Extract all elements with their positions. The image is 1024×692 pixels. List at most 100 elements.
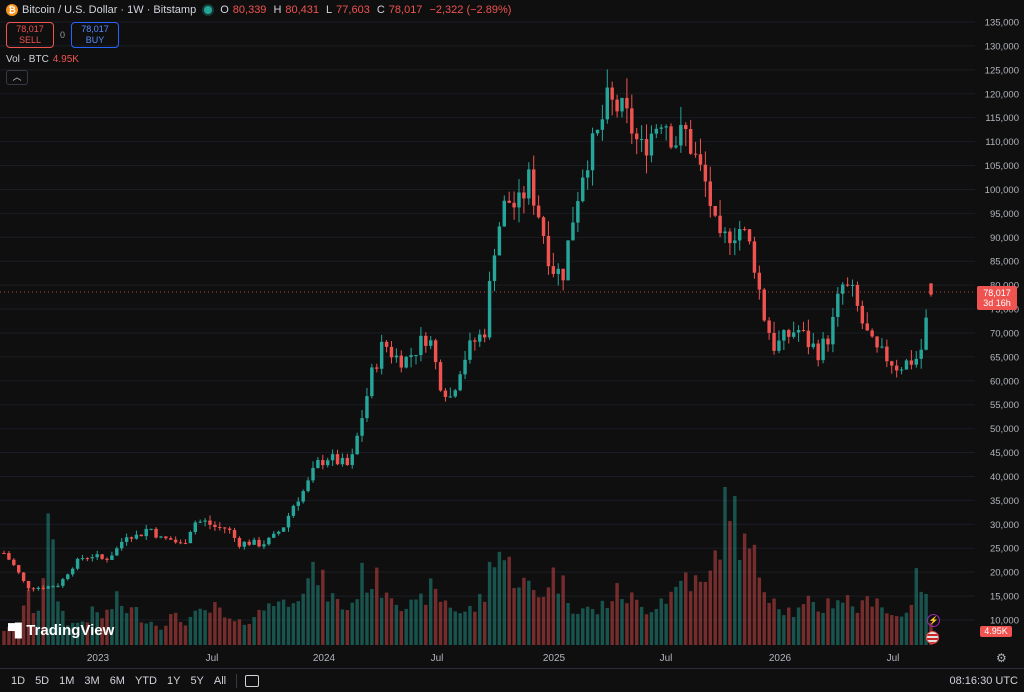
- y-tick-label: 40,000: [990, 472, 1019, 483]
- candle-body: [669, 126, 673, 148]
- candle-body: [350, 454, 354, 465]
- range-1m[interactable]: 1M: [59, 674, 75, 687]
- candle-body: [70, 568, 75, 575]
- flash-icon[interactable]: ⚡: [927, 614, 940, 627]
- candle-body: [531, 169, 536, 206]
- range-ytd[interactable]: YTD: [134, 674, 157, 687]
- y-tick-label: 35,000: [990, 496, 1019, 507]
- candle-body: [688, 128, 693, 154]
- volume-bar: [242, 624, 247, 645]
- price-candles: [2, 69, 933, 592]
- volume-bar: [561, 575, 565, 645]
- candle-body: [61, 579, 65, 586]
- volume-bar: [154, 625, 158, 645]
- chart-grid: [0, 21, 975, 621]
- range-3m[interactable]: 3M: [84, 674, 100, 687]
- candle-body: [100, 554, 104, 559]
- candlestick-chart[interactable]: 10,000 15,000 20,000 25,000 30,000 35,000 40,0…: [0, 0, 1024, 668]
- candle-body: [522, 192, 526, 199]
- chevron-up-icon[interactable]: ︿: [6, 70, 28, 85]
- market-status-icon[interactable]: [204, 6, 213, 14]
- candle-body: [301, 491, 305, 502]
- volume-bar: [478, 593, 482, 645]
- symbol-header[interactable]: ₿ Bitcoin / U.S. Dollar · 1W · Bitstamp …: [6, 4, 514, 16]
- tradingview-logo[interactable]: ▀▋ TradingView: [8, 622, 114, 639]
- y-tick-label: 75,000: [990, 305, 1019, 316]
- us-flag-icon[interactable]: [926, 631, 939, 644]
- candle-body: [414, 355, 418, 357]
- volume-bar: [615, 583, 619, 645]
- candle-body: [149, 528, 153, 530]
- candle-body: [713, 205, 717, 216]
- volume-bar: [198, 608, 202, 645]
- volume-bar: [836, 600, 840, 645]
- volume-bar: [728, 521, 732, 645]
- bar-countdown: 3d 16h: [983, 298, 1011, 308]
- range-all[interactable]: All: [213, 674, 227, 687]
- candle-body: [487, 281, 492, 338]
- buy-button[interactable]: 78,017 BUY: [71, 22, 120, 48]
- candle-body: [468, 340, 472, 360]
- candle-body: [536, 205, 541, 218]
- volume-bar: [855, 612, 860, 645]
- volume-bar: [16, 623, 21, 645]
- volume-bar: [546, 587, 551, 645]
- candle-body: [919, 349, 923, 359]
- buy-label: BUY: [85, 35, 105, 45]
- volume-bar: [115, 591, 119, 645]
- y-tick-label: 25,000: [990, 544, 1019, 555]
- candle-body: [7, 553, 11, 560]
- sell-button[interactable]: 78,017 SELL: [6, 22, 54, 48]
- candle-body: [860, 305, 865, 324]
- candle-body: [80, 558, 85, 560]
- candle-body: [492, 255, 497, 282]
- volume-legend[interactable]: Vol · BTC 4.95K: [6, 54, 79, 65]
- volume-bar: [26, 589, 31, 645]
- volume-bar: [585, 606, 590, 645]
- candle-body: [340, 457, 345, 465]
- range-1y[interactable]: 1Y: [166, 674, 181, 687]
- gear-icon[interactable]: ⚙: [996, 651, 1007, 665]
- y-tick-label: 55,000: [990, 400, 1019, 411]
- volume-bar: [134, 607, 139, 645]
- high-label: H: [273, 4, 282, 16]
- candle-body: [728, 231, 732, 244]
- range-6m[interactable]: 6M: [109, 674, 125, 687]
- volume-bar: [399, 611, 404, 645]
- x-tick-label: 2023: [87, 653, 110, 664]
- volume-bar: [66, 625, 70, 645]
- candle-body: [56, 585, 60, 587]
- clock[interactable]: 08:16:30 UTC: [949, 674, 1018, 687]
- candle-body: [605, 87, 610, 120]
- volume-bar: [360, 562, 364, 645]
- range-1d[interactable]: 1D: [11, 674, 26, 687]
- candle-body: [782, 330, 786, 341]
- candle-body: [232, 529, 237, 538]
- candle-body: [644, 139, 649, 156]
- y-tick-label: 65,000: [990, 352, 1019, 363]
- symbol-title[interactable]: Bitcoin / U.S. Dollar · 1W · Bitstamp: [22, 4, 197, 16]
- sell-label: SELL: [18, 35, 42, 45]
- volume-bar: [919, 591, 923, 645]
- volume-bar: [757, 577, 762, 645]
- volume-bar: [365, 592, 369, 645]
- volume-bar: [605, 608, 610, 645]
- volume-bar: [448, 607, 453, 645]
- range-5d[interactable]: 5D: [35, 674, 50, 687]
- candle-body: [26, 580, 31, 589]
- candle-body: [615, 99, 619, 112]
- candle-body: [718, 215, 722, 234]
- candle-body: [316, 460, 320, 468]
- candle-body: [453, 390, 457, 397]
- candle-body: [90, 557, 95, 559]
- calendar-icon[interactable]: [245, 674, 260, 687]
- volume-bar: [51, 539, 55, 645]
- volume-bar: [904, 612, 909, 645]
- candle-body: [335, 454, 340, 465]
- volume-bar: [473, 611, 477, 645]
- volume-bar: [414, 599, 418, 645]
- candle-body: [404, 356, 408, 368]
- volume-bar: [100, 618, 104, 645]
- range-5y[interactable]: 5Y: [190, 674, 204, 687]
- candle-body: [124, 537, 129, 542]
